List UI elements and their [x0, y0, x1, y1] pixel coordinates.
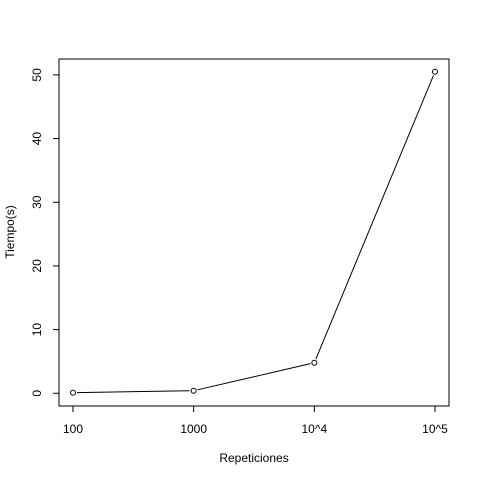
series-line — [70, 68, 438, 396]
x-tick-label: 10^4 — [302, 422, 328, 436]
x-tick-label: 1000 — [180, 422, 207, 436]
x-tick-label: 10^5 — [422, 422, 448, 436]
x-axis: 100 1000 10^4 10^5 — [63, 406, 448, 436]
data-point — [190, 387, 197, 394]
x-axis-label: Repeticiones — [219, 451, 288, 465]
x-tick-label: 100 — [63, 422, 83, 436]
series-segment — [76, 390, 190, 394]
y-tick-label: 10 — [30, 323, 44, 337]
plot-frame — [58, 58, 450, 407]
y-axis-label: Tiempo(s) — [3, 205, 17, 259]
data-point — [432, 68, 438, 75]
y-axis: 0 10 20 30 40 50 — [30, 68, 59, 397]
y-tick-label: 20 — [30, 259, 44, 273]
series-segment — [315, 75, 434, 360]
y-tick-label: 50 — [30, 68, 44, 82]
series-segment — [197, 363, 311, 391]
data-point — [70, 389, 76, 396]
y-tick-label: 0 — [30, 390, 44, 397]
data-point — [311, 359, 318, 366]
y-tick-label: 30 — [30, 195, 44, 209]
y-tick-label: 40 — [30, 132, 44, 146]
